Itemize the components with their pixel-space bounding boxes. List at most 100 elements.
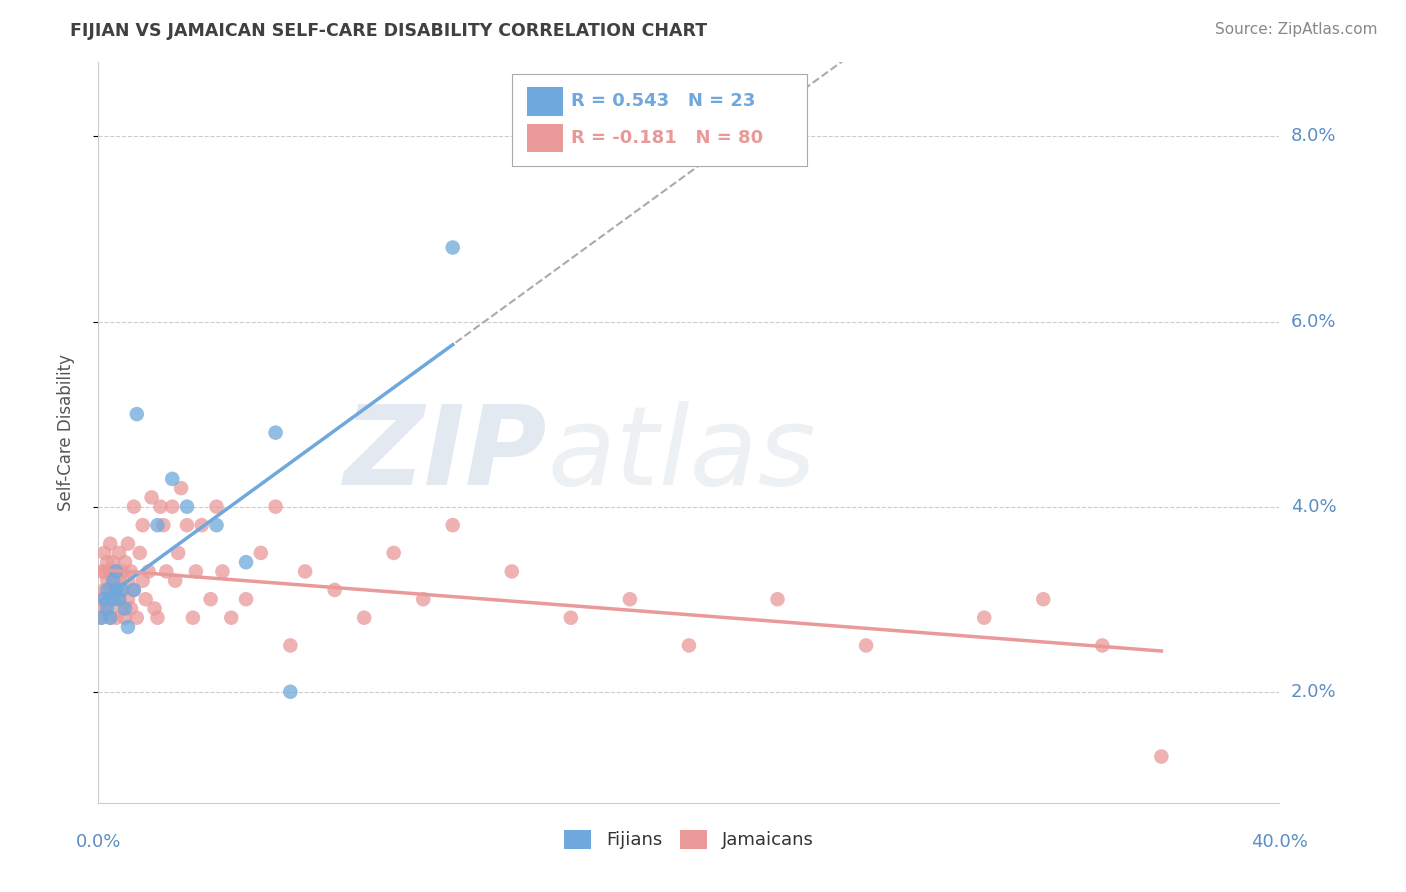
Text: 6.0%: 6.0% [1291,312,1336,331]
Point [90,610,112,624]
Point [103,574,125,588]
Point [162,472,183,486]
Text: Source: ZipAtlas.com: Source: ZipAtlas.com [1215,22,1378,37]
Point [105,582,128,597]
Point [149,500,172,514]
Point [120,565,142,579]
Point [205,518,228,533]
Point [96,601,118,615]
Point [93,592,115,607]
Point [98,610,121,624]
Point [280,639,302,653]
Text: FIJIAN VS JAMAICAN SELF-CARE DISABILITY CORRELATION CHART: FIJIAN VS JAMAICAN SELF-CARE DISABILITY … [70,22,707,40]
Point [221,610,243,624]
Text: 8.0%: 8.0% [1291,128,1336,145]
Point [412,592,434,607]
Point [93,601,115,615]
Point [191,518,214,533]
Point [766,592,789,607]
Point [105,582,128,597]
Point [98,610,121,624]
Point [93,546,115,560]
Point [111,601,134,615]
Point [235,555,257,569]
Point [105,565,128,579]
Point [114,555,136,569]
Point [167,546,190,560]
Point [125,407,148,421]
Text: 40.0%: 40.0% [1251,833,1308,851]
Point [98,565,121,579]
Point [973,610,995,624]
Point [117,574,139,588]
Point [250,546,273,560]
Point [162,500,183,514]
Point [125,610,148,624]
Point [152,518,174,533]
Point [103,555,125,569]
Point [96,555,118,569]
Point [560,610,582,624]
Point [122,582,145,597]
Text: ZIP: ZIP [343,401,547,508]
Point [96,601,118,615]
Text: atlas: atlas [547,401,815,508]
Point [114,610,136,624]
Point [98,536,121,550]
Point [441,240,464,254]
Point [90,610,112,624]
Point [1032,592,1054,607]
Point [111,582,134,597]
Point [181,610,204,624]
Point [165,574,187,588]
Point [103,592,125,607]
Point [143,601,166,615]
Text: 2.0%: 2.0% [1291,682,1336,701]
Text: R = -0.181   N = 80: R = -0.181 N = 80 [571,129,763,147]
Point [146,518,169,533]
Point [93,582,115,597]
Point [122,500,145,514]
Point [176,518,198,533]
Point [96,592,118,607]
Point [205,500,228,514]
Point [96,574,118,588]
Point [855,639,877,653]
Point [170,481,193,495]
Point [1150,749,1173,764]
Point [353,610,375,624]
Point [117,536,139,550]
Text: 0.0%: 0.0% [76,833,121,851]
Point [90,592,112,607]
Point [114,601,136,615]
Point [441,518,464,533]
Point [184,565,207,579]
Point [117,592,139,607]
Point [108,592,131,607]
Point [108,574,131,588]
Point [93,565,115,579]
Point [155,565,177,579]
Point [90,565,112,579]
Point [294,565,316,579]
Point [120,601,142,615]
Point [264,425,287,440]
Point [382,546,405,560]
Point [176,500,198,514]
Point [117,620,139,634]
Point [132,518,155,533]
Point [108,592,131,607]
Point [280,685,302,699]
Point [211,565,233,579]
Legend: Fijians, Jamaicans: Fijians, Jamaicans [557,823,821,856]
Point [96,582,118,597]
Point [264,500,287,514]
Point [200,592,222,607]
Point [135,592,157,607]
Point [111,582,134,597]
Y-axis label: Self-Care Disability: Self-Care Disability [56,354,75,511]
Point [103,592,125,607]
Point [235,592,257,607]
Point [323,582,346,597]
Text: 4.0%: 4.0% [1291,498,1336,516]
